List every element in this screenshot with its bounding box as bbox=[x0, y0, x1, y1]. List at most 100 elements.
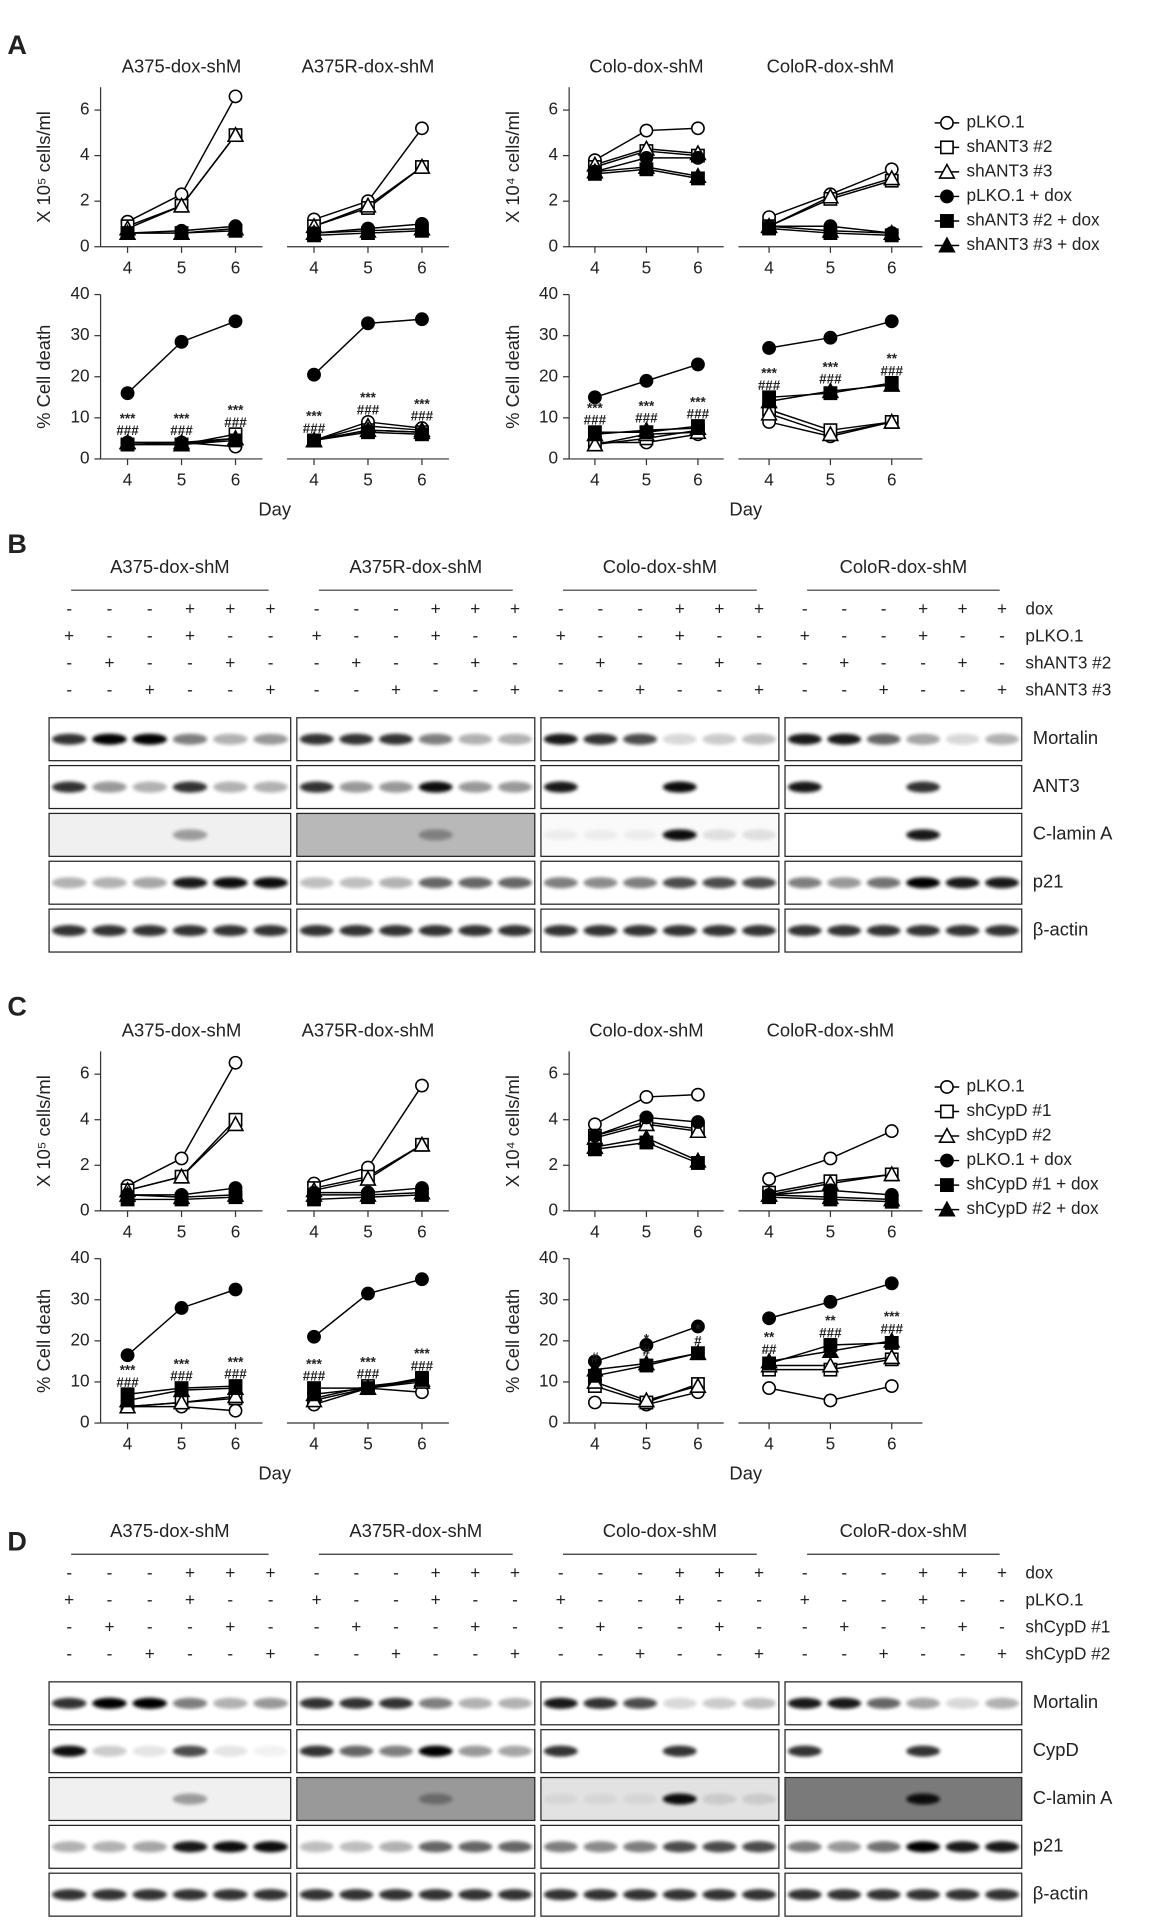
condition-sign: - bbox=[881, 1589, 887, 1609]
x-tick-label: 6 bbox=[693, 257, 703, 277]
blot-band bbox=[827, 733, 862, 745]
blot-band bbox=[213, 877, 248, 889]
marker bbox=[228, 1055, 243, 1070]
blot-strip bbox=[784, 860, 1023, 905]
blot-strip bbox=[784, 812, 1023, 857]
condition-sign: + bbox=[104, 1616, 114, 1636]
marker bbox=[174, 1301, 189, 1315]
significance-mark: *** bbox=[360, 390, 376, 405]
condition-sign: + bbox=[470, 598, 480, 618]
condition-sign: + bbox=[675, 1589, 685, 1609]
blot-band bbox=[906, 925, 941, 937]
marker bbox=[415, 1272, 429, 1287]
condition-sign: + bbox=[185, 625, 195, 645]
condition-sign: - bbox=[353, 1562, 359, 1582]
condition-sign: - bbox=[314, 1643, 320, 1663]
marker bbox=[760, 1352, 778, 1369]
x-tick-label: 4 bbox=[309, 1221, 319, 1241]
blot-band bbox=[906, 1697, 941, 1709]
blot-band bbox=[702, 925, 737, 937]
x-tick-label: 4 bbox=[309, 470, 319, 490]
blot-strip bbox=[784, 717, 1023, 762]
marker bbox=[821, 382, 840, 399]
blot-band bbox=[827, 1841, 862, 1853]
significance-mark: ### bbox=[880, 1321, 903, 1336]
blot-strip bbox=[540, 908, 780, 953]
marker bbox=[226, 219, 245, 236]
condition-sign: - bbox=[512, 1616, 518, 1636]
condition-sign: - bbox=[187, 652, 193, 672]
legend-label: shANT3 #3 + dox bbox=[967, 234, 1100, 254]
blot-band bbox=[132, 733, 168, 745]
marker bbox=[359, 1169, 377, 1186]
blot-strip bbox=[784, 1824, 1023, 1869]
marker bbox=[118, 1185, 137, 1202]
condition-sign: + bbox=[431, 1589, 441, 1609]
blot-band bbox=[299, 1697, 334, 1709]
blot-strip bbox=[784, 1681, 1023, 1726]
blot-band bbox=[132, 1841, 168, 1853]
blot-band bbox=[92, 1841, 127, 1853]
blot-strip bbox=[296, 860, 536, 905]
condition-sign: - bbox=[802, 1616, 808, 1636]
significance-mark: *** bbox=[174, 411, 190, 426]
blot-strip bbox=[296, 1872, 536, 1917]
x-tick-label: 5 bbox=[826, 1221, 836, 1241]
legend-marker bbox=[938, 1200, 956, 1217]
significance-mark: *** bbox=[823, 359, 839, 374]
blot-band bbox=[945, 733, 980, 745]
blot-band bbox=[906, 1793, 941, 1805]
condition-sign: - bbox=[920, 1616, 926, 1636]
condition-sign: + bbox=[510, 598, 520, 618]
condition-sign: - bbox=[107, 679, 113, 699]
x-tick-label: 5 bbox=[177, 1221, 187, 1241]
significance-mark: *** bbox=[306, 1356, 322, 1371]
x-tick-label: 6 bbox=[887, 470, 897, 490]
y-axis-label: X 10⁵ cells/ml bbox=[33, 111, 54, 223]
x-tick-label: 5 bbox=[177, 1434, 187, 1454]
marker bbox=[415, 312, 429, 327]
y-tick-label: 10 bbox=[70, 406, 89, 426]
blot-band bbox=[583, 1841, 618, 1853]
condition-sign: - bbox=[881, 625, 887, 645]
band-label: Mortalin bbox=[1033, 727, 1098, 748]
significance-mark: ### bbox=[357, 1367, 380, 1382]
significance-mark: ### bbox=[584, 413, 607, 428]
condition-sign: - bbox=[66, 1616, 72, 1636]
blot-band bbox=[378, 733, 413, 745]
condition-sign: - bbox=[512, 652, 518, 672]
blot-band bbox=[945, 925, 980, 937]
condition-sign: + bbox=[185, 1589, 195, 1609]
panel-label: A bbox=[7, 30, 26, 60]
blot-band bbox=[172, 1793, 208, 1805]
condition-sign: - bbox=[147, 1562, 153, 1582]
blot-strip bbox=[296, 908, 536, 953]
condition-sign: + bbox=[145, 1643, 155, 1663]
condition-sign: - bbox=[107, 598, 113, 618]
condition-sign: - bbox=[841, 679, 847, 699]
legend-marker bbox=[938, 1126, 956, 1143]
condition-sign: - bbox=[353, 1589, 359, 1609]
condition-sign: + bbox=[266, 598, 276, 618]
blot-band bbox=[662, 1793, 697, 1805]
condition-sign: + bbox=[839, 1616, 849, 1636]
blot-strip bbox=[48, 1776, 292, 1822]
x-axis-label: Day bbox=[729, 1462, 762, 1483]
y-tick-label: 2 bbox=[549, 190, 559, 210]
marker bbox=[587, 1395, 602, 1410]
blot-band bbox=[497, 1745, 532, 1757]
x-tick-label: 4 bbox=[590, 470, 600, 490]
chart-title: ColoR-dox-shM bbox=[767, 56, 895, 77]
condition-sign: - bbox=[353, 598, 359, 618]
band-label: C-lamin A bbox=[1033, 823, 1113, 844]
x-tick-label: 5 bbox=[177, 257, 187, 277]
condition-sign: - bbox=[314, 598, 320, 618]
significance-mark: ### bbox=[819, 1325, 842, 1340]
condition-label: pLKO.1 bbox=[1025, 1589, 1083, 1609]
condition-sign: + bbox=[997, 1643, 1007, 1663]
x-tick-label: 6 bbox=[693, 1221, 703, 1241]
y-tick-label: 4 bbox=[549, 1108, 559, 1128]
condition-sign: - bbox=[637, 598, 643, 618]
y-tick-label: 0 bbox=[80, 1412, 90, 1432]
blot-band bbox=[132, 1889, 168, 1901]
